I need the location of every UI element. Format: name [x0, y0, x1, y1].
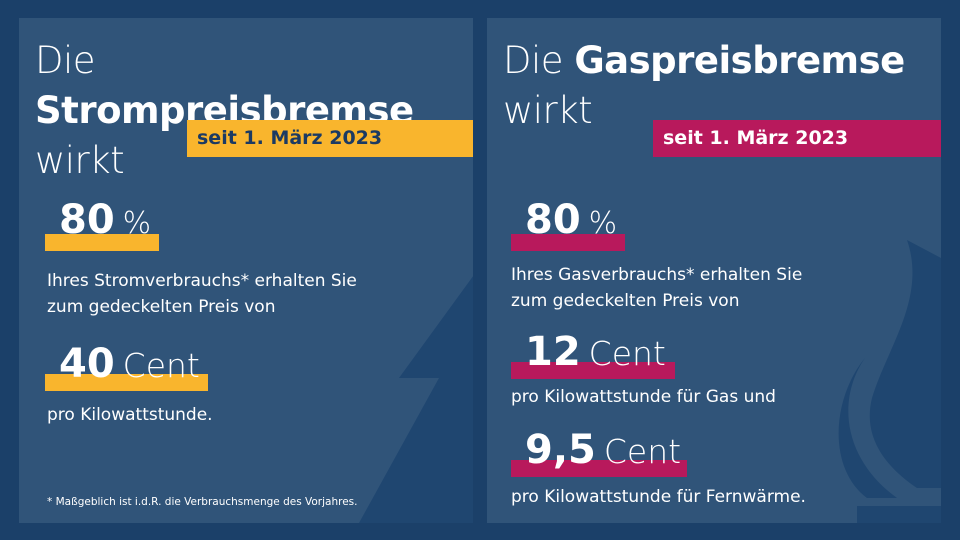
- highlight-bar: [45, 234, 159, 251]
- gaspreisbremse-panel: Die Gaspreisbremse wirkt seit 1. März 202…: [487, 18, 941, 523]
- price-text: pro Kilowattstunde.: [47, 405, 213, 425]
- fernwaerme-price-text: pro Kilowattstunde für Fernwärme.: [511, 487, 806, 507]
- highlight-bar: [511, 460, 687, 477]
- date-badge: seit 1. März 2023: [187, 120, 473, 157]
- share-value: 80%: [525, 197, 618, 243]
- share-value: 80%: [59, 197, 152, 243]
- price-value: 40 Cent: [59, 341, 200, 387]
- highlight-bar: [511, 234, 625, 251]
- strompreisbremse-panel: Die Strompreisbremse wirkt seit 1. März 2…: [19, 18, 473, 523]
- highlight-bar: [45, 374, 208, 391]
- share-text: Ihres Gasverbrauchs* erhalten Sie zum ged…: [511, 265, 803, 311]
- page-title: Die Gaspreisbremse wirkt: [503, 39, 905, 132]
- footnote: * Maßgeblich ist i.d.R. die Verbrauchsme…: [47, 496, 358, 508]
- fernwaerme-price-value: 9,5 Cent: [525, 427, 682, 473]
- gas-flame-icon: [838, 240, 941, 523]
- gas-price-value: 12 Cent: [525, 329, 666, 375]
- lightning-bolt-icon: [359, 268, 473, 523]
- page-title: Die Strompreisbremse wirkt: [35, 39, 414, 182]
- date-badge: seit 1. März 2023: [653, 120, 941, 157]
- highlight-bar: [511, 362, 675, 379]
- share-text: Ihres Stromverbrauchs* erhalten Sie zum g…: [47, 271, 357, 317]
- gas-price-text: pro Kilowattstunde für Gas und: [511, 387, 776, 407]
